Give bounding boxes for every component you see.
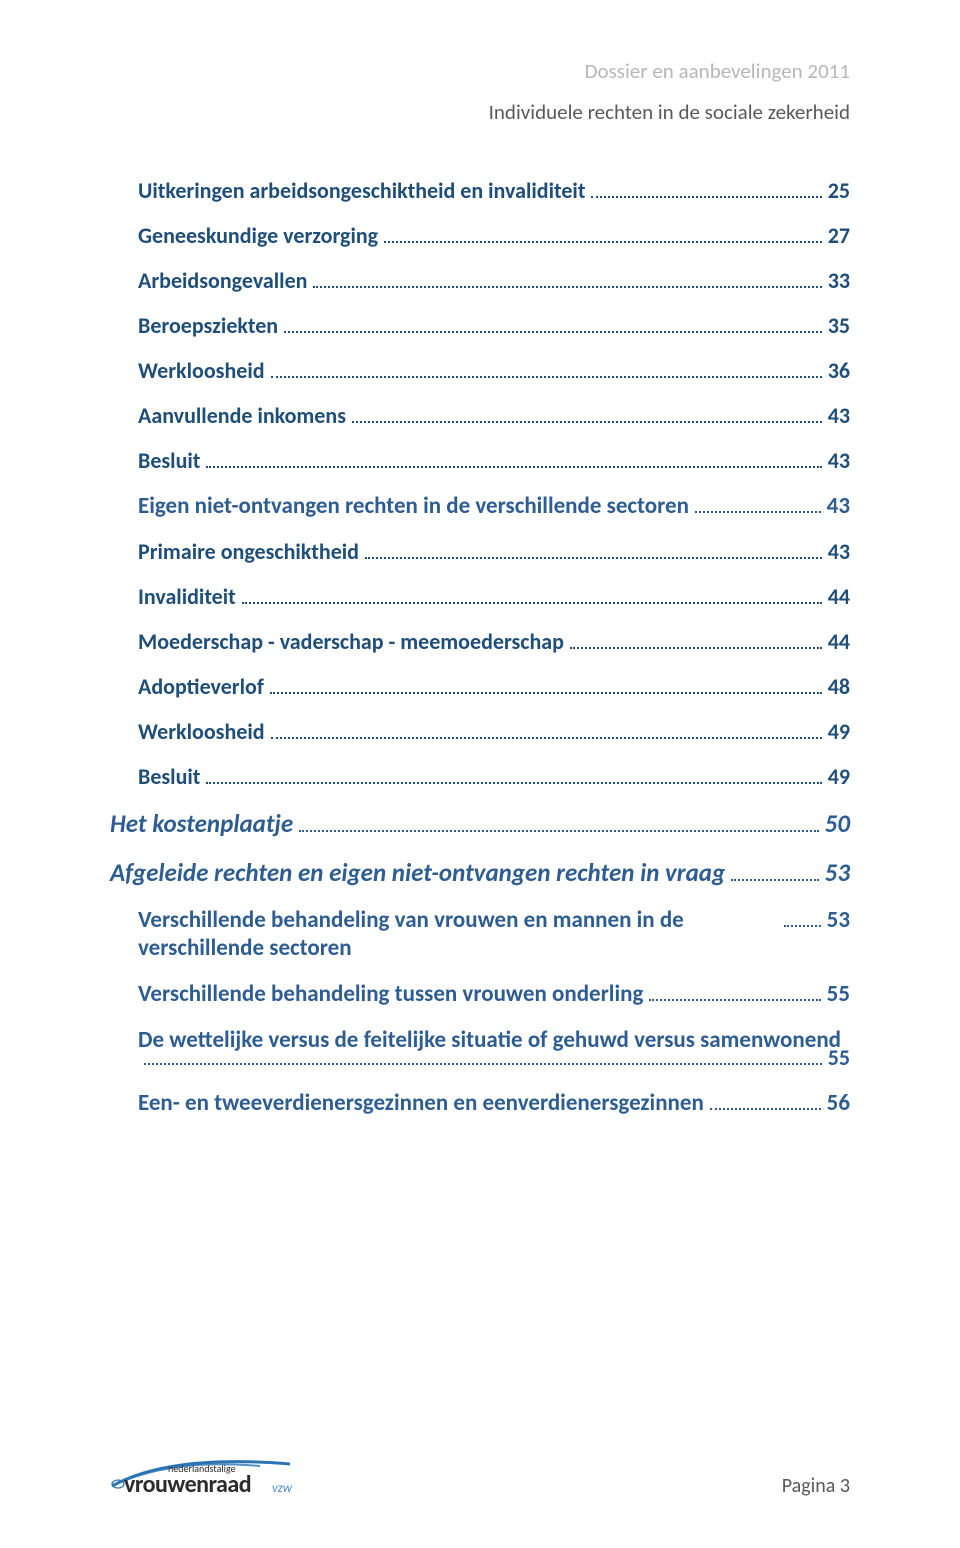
toc-entry-label: Uitkeringen arbeidsongeschiktheid en inv… [138,177,585,204]
toc-entry: Uitkeringen arbeidsongeschiktheid en inv… [138,177,850,204]
toc-leader [271,737,822,739]
toc-entry-page: 53 [827,906,850,934]
toc-leader [784,925,821,927]
toc-entry-label: Een- en tweeverdienersgezinnen en eenver… [138,1089,704,1117]
toc-leader [649,999,820,1001]
toc-entry: Geneeskundige verzorging 27 [138,222,850,249]
page-footer: nederlandstalige vrouwenraad vzw Pagina … [110,1442,850,1498]
toc-leader [710,1108,821,1110]
toc-leader [270,692,822,694]
toc-leader [365,557,822,559]
toc-entry-page: 55 [828,1044,850,1071]
logo-text-main: vrouwenraad [124,1470,251,1498]
toc-entry: Adoptieverlof 48 [138,673,850,700]
toc-leader [144,1063,822,1065]
toc-entry-label: Verschillende behandeling tussen vrouwen… [138,980,643,1008]
toc-entry-label: Eigen niet-ontvangen rechten in de versc… [138,492,689,520]
header-subtitle: Individuele rechten in de sociale zekerh… [110,99,850,126]
toc-entry-page: 53 [825,857,850,888]
toc-entry-page: 44 [828,583,850,610]
toc-entry-label: Besluit [138,763,200,790]
toc-entry-page: 43 [827,492,850,520]
toc-entry: Aanvullende inkomens 43 [138,402,850,429]
toc-entry-page: 25 [828,177,850,204]
toc-entry-label: Besluit [138,447,200,474]
toc-entry-label: Werkloosheid [138,357,265,384]
toc-entry-page: 55 [827,980,850,1008]
toc-entry-label: Aanvullende inkomens [138,402,346,429]
toc-entry-page: 49 [828,718,850,745]
toc-entry-page: 33 [828,267,850,294]
toc-leader [313,286,821,288]
toc-entry-label: De wettelijke versus de feitelijke situa… [138,1026,841,1054]
toc-leader [271,376,822,378]
toc-entry-page: 48 [828,673,850,700]
toc-entry-page: 27 [828,222,850,249]
toc-leader [352,421,822,423]
toc-leader [731,879,818,881]
toc-entry: Besluit 49 [138,763,850,790]
toc-entry-page: 36 [828,357,850,384]
toc-entry-label: Moederschap - vaderschap - meemoederscha… [138,628,564,655]
toc-entry: Besluit 43 [138,447,850,474]
toc-entry-label: Verschillende behandeling van vrouwen en… [138,906,778,962]
toc-entry: Een- en tweeverdienersgezinnen en eenver… [138,1089,850,1117]
toc-entry: Primaire ongeschiktheid 43 [138,538,850,565]
toc-entry-label: Invaliditeit [138,583,236,610]
toc-entry: Verschillende behandeling tussen vrouwen… [138,980,850,1008]
toc-entry: Arbeidsongevallen 33 [138,267,850,294]
toc-leader [570,647,822,649]
toc-leader [384,241,822,243]
toc-leader [591,196,821,198]
toc-entry-label: Het kostenplaatje [110,808,293,839]
toc-entry-page: 50 [825,808,850,839]
page: Dossier en aanbevelingen 2011 Individuel… [0,0,960,1548]
toc-entry-page: 43 [828,538,850,565]
toc-entry-page: 49 [828,763,850,790]
toc-entry-label: Adoptieverlof [138,673,264,700]
toc-entry: Werkloosheid 49 [138,718,850,745]
toc-entry-label: Geneeskundige verzorging [138,222,378,249]
toc-leader [299,830,818,832]
toc-leader [242,602,822,604]
toc-entry-label: Afgeleide rechten en eigen niet-ontvange… [110,857,725,888]
toc-entry-label: Primaire ongeschiktheid [138,538,359,565]
toc-entry: Werkloosheid 36 [138,357,850,384]
toc-entry: De wettelijke versus de feitelijke situa… [138,1026,850,1054]
toc-entry-label: Beroepsziekten [138,312,278,339]
toc-leader [695,511,821,513]
logo-suffix: vzw [272,1481,293,1496]
toc-leader [206,466,821,468]
toc-entry-label: Arbeidsongevallen [138,267,307,294]
toc-entry: Moederschap - vaderschap - meemoederscha… [138,628,850,655]
toc-leader [284,331,822,333]
table-of-contents: Uitkeringen arbeidsongeschiktheid en inv… [110,177,850,1117]
header-title: Dossier en aanbevelingen 2011 [110,58,850,85]
toc-entry: Afgeleide rechten en eigen niet-ontvange… [110,857,850,888]
page-number: Pagina 3 [782,1474,850,1498]
toc-entry-page: 44 [828,628,850,655]
toc-entry: Invaliditeit 44 [138,583,850,610]
page-header: Dossier en aanbevelingen 2011 Individuel… [110,58,850,127]
toc-leader [206,782,821,784]
vrouwenraad-logo: nederlandstalige vrouwenraad vzw [110,1442,320,1498]
toc-entry: Verschillende behandeling van vrouwen en… [138,906,850,962]
toc-entry-page: 56 [827,1089,850,1117]
toc-entry: Het kostenplaatje 50 [110,808,850,839]
toc-entry-page: 43 [828,402,850,429]
toc-entry: Beroepsziekten 35 [138,312,850,339]
toc-entry-label: Werkloosheid [138,718,265,745]
toc-entry: Eigen niet-ontvangen rechten in de versc… [138,492,850,520]
toc-entry-page: 35 [828,312,850,339]
toc-entry-page: 43 [828,447,850,474]
